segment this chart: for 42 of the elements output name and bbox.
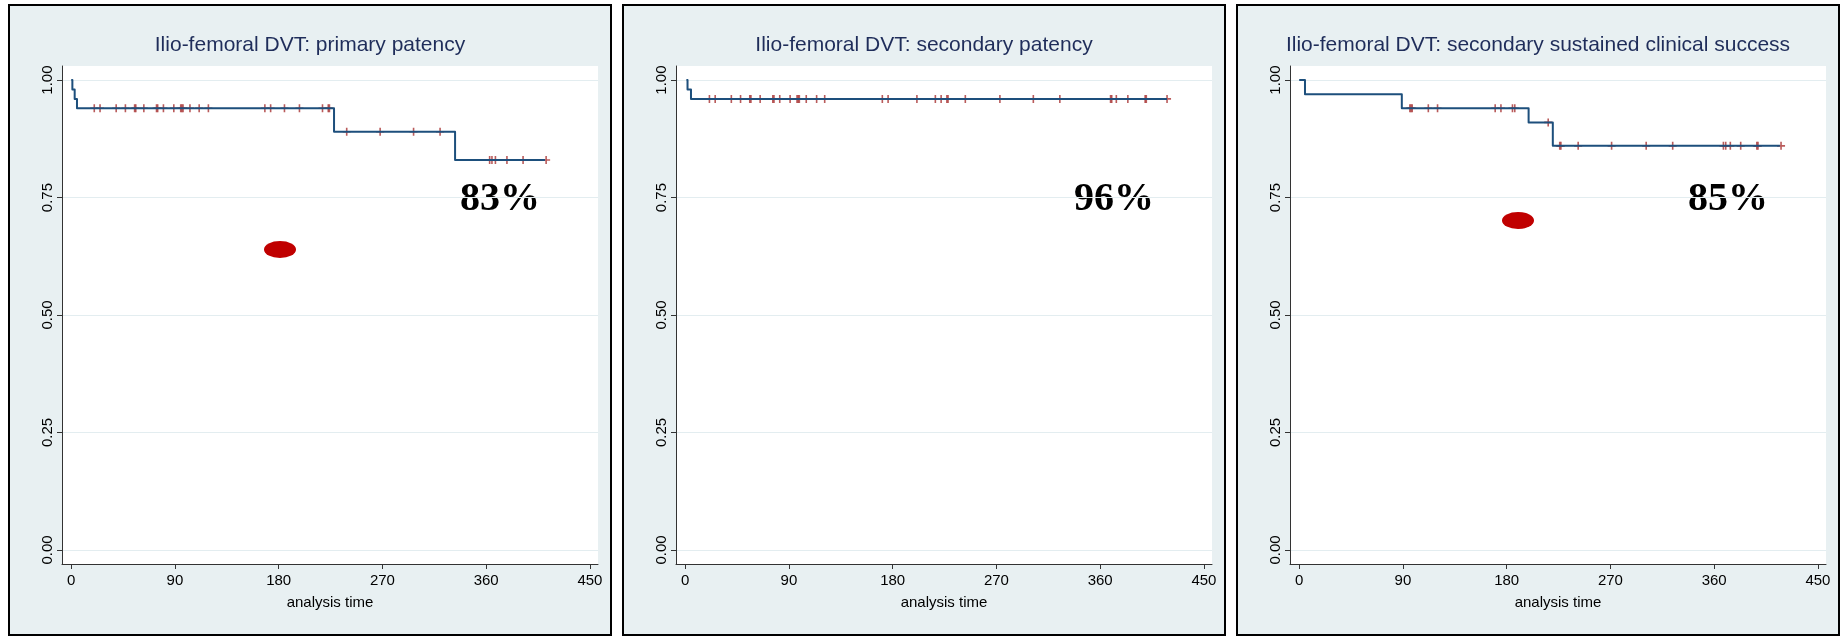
x-tick-label: 0 <box>681 571 690 588</box>
y-tick-label: 0.50 <box>652 300 669 330</box>
x-tick-label: 360 <box>1701 571 1727 588</box>
y-tick-label: 0.00 <box>38 535 55 565</box>
x-tick-label: 270 <box>369 571 395 588</box>
y-tick-label: 1.00 <box>1266 65 1283 95</box>
x-tick-label: 360 <box>1087 571 1113 588</box>
y-tick-label: 0.50 <box>1266 300 1283 330</box>
annotation: 85% <box>1688 173 1768 219</box>
chart-title: Ilio-femoral DVT: secondary patency <box>755 32 1094 55</box>
y-tick-label: 0.00 <box>1266 535 1283 565</box>
x-tick-label: 0 <box>67 571 76 588</box>
x-tick-label: 180 <box>1494 571 1520 588</box>
x-axis-title: analysis time <box>1514 593 1602 610</box>
chart-title: Ilio-femoral DVT: secondary sustained clinical success <box>1285 32 1791 55</box>
y-tick-label: 0.25 <box>38 417 55 448</box>
y-tick-label: 1.00 <box>38 65 55 95</box>
annotation: 96% <box>1074 173 1154 219</box>
x-tick-label: 450 <box>1805 571 1831 588</box>
y-tick-label: 0.00 <box>652 535 669 565</box>
y-tick-label: 0.50 <box>38 300 55 330</box>
y-tick-label: 0.75 <box>38 182 55 213</box>
x-tick-label: 90 <box>1394 571 1412 588</box>
x-tick-label: 90 <box>780 571 798 588</box>
chart-title: Ilio-femoral DVT: primary patency <box>154 32 466 55</box>
x-tick-label: 180 <box>880 571 906 588</box>
x-tick-label: 450 <box>577 571 603 588</box>
y-tick-label: 0.25 <box>652 417 669 448</box>
x-tick-label: 360 <box>473 571 499 588</box>
x-tick-label: 0 <box>1295 571 1304 588</box>
x-tick-label: 90 <box>166 571 184 588</box>
y-tick-label: 1.00 <box>652 65 669 95</box>
annotation: 83% <box>460 173 540 219</box>
x-axis-title: analysis time <box>900 593 988 610</box>
x-tick-label: 270 <box>983 571 1009 588</box>
y-tick-label: 0.75 <box>652 182 669 213</box>
x-tick-label: 180 <box>266 571 292 588</box>
x-axis-title: analysis time <box>286 593 374 610</box>
y-tick-label: 0.75 <box>1266 182 1283 213</box>
x-tick-label: 450 <box>1191 571 1217 588</box>
x-tick-label: 270 <box>1597 571 1623 588</box>
y-tick-label: 0.25 <box>1266 417 1283 448</box>
